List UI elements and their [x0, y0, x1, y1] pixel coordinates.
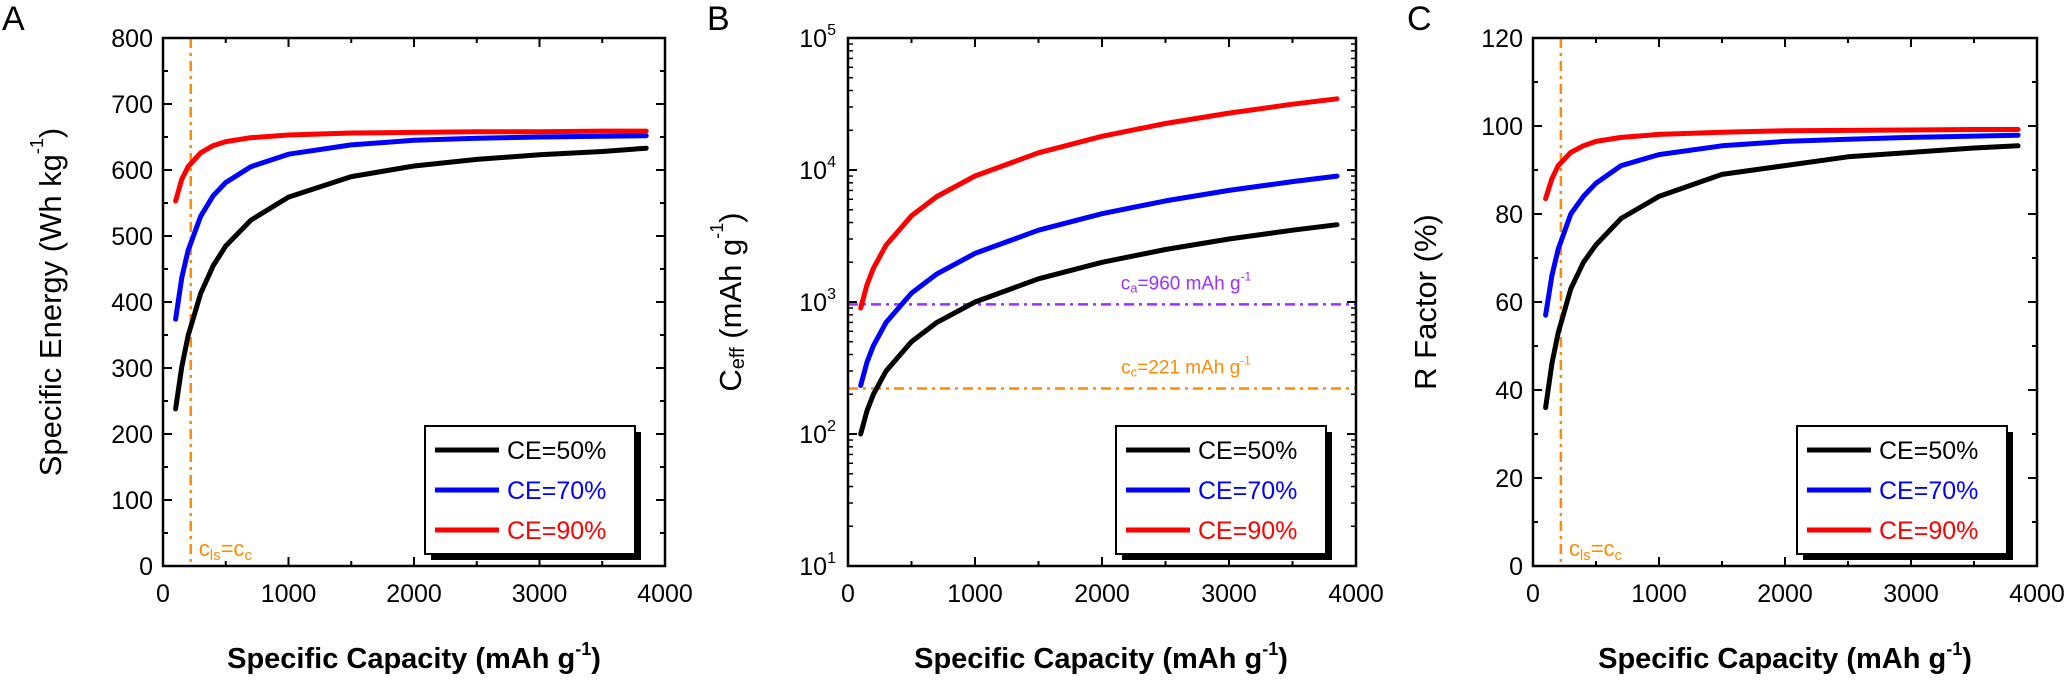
y-tick-label: 100: [1481, 113, 1523, 141]
x-tick-label: 0: [156, 580, 170, 608]
y-tick-label: 20: [1495, 465, 1523, 493]
reference-vline-label: cls=cc: [1569, 536, 1623, 564]
y-tick-label: 700: [111, 91, 153, 119]
legend-label: CE=50%: [507, 437, 606, 465]
y-tick-label: 102: [799, 418, 836, 449]
x-tick-label: 1000: [947, 580, 1003, 608]
series-line-3: [173, 128, 649, 204]
chart-panel-c: C 0 1000 2000 3000 4000 0 20 40 60 80 100 120 Specifi…: [1407, 0, 2065, 675]
legend-label: CE=90%: [1198, 517, 1297, 545]
y-tick-label: 500: [111, 223, 153, 251]
series-line-2: [1543, 132, 2021, 318]
legend-label: CE=70%: [1198, 477, 1297, 505]
x-tick-label: 4000: [637, 580, 693, 608]
panel-letter: B: [707, 0, 730, 38]
y-tick-label: 100: [111, 487, 153, 515]
y-tick-label: 40: [1495, 377, 1523, 405]
y-tick-label: 60: [1495, 289, 1523, 317]
y-tick-label: 105: [799, 22, 836, 53]
series-line-1: [858, 222, 1340, 437]
series-line-1: [173, 145, 649, 412]
y-tick-label: 800: [111, 25, 153, 53]
y-axis-title: R Factor (%): [1408, 214, 1443, 390]
y-tick-label: 400: [111, 289, 153, 317]
y-tick-label: 300: [111, 355, 153, 383]
chart-panel-a: A 0 1000 2000 3000 4000 0 100 200 300 400 500 600 700…: [2, 0, 693, 675]
y-axis-title: Ceff (mAh g-1): [707, 212, 749, 391]
chart-panel-b: B 0 1000 2000 3000 4000 101 102 103 104 105 Specifi…: [707, 0, 1384, 675]
legend-label: CE=70%: [1879, 477, 1978, 505]
panel-letter: C: [1407, 0, 1432, 38]
x-tick-label: 3000: [1201, 580, 1257, 608]
plot-frame: [846, 36, 1358, 568]
reference-hline-label: cc=221 mAh g-1: [1121, 354, 1251, 380]
legend-label: CE=90%: [507, 517, 606, 545]
x-tick-label: 3000: [1883, 580, 1939, 608]
series-line-1: [1543, 143, 2021, 411]
series-line-2: [858, 173, 1340, 388]
x-tick-label: 4000: [1328, 580, 1384, 608]
y-axis-title: Specific Energy (Wh kg-1): [27, 128, 68, 477]
plot-frame: [1531, 36, 2039, 568]
x-tick-label: 3000: [512, 580, 568, 608]
series-line-2: [173, 133, 649, 322]
y-tick-label: 104: [799, 154, 836, 185]
x-tick-label: 0: [1526, 580, 1540, 608]
x-tick-label: 1000: [1631, 580, 1687, 608]
reference-vline-label: cls=cc: [199, 536, 253, 564]
y-tick-label: 101: [799, 550, 836, 581]
x-axis-title: Specific Capacity (mAh g-1): [227, 639, 601, 675]
x-axis-title: Specific Capacity (mAh g-1): [914, 639, 1288, 675]
x-tick-label: 4000: [2009, 580, 2065, 608]
plot-frame: [161, 36, 667, 568]
legend-label: CE=70%: [507, 477, 606, 505]
y-tick-label: 200: [111, 421, 153, 449]
y-tick-label: 0: [139, 553, 153, 581]
y-tick-label: 80: [1495, 201, 1523, 229]
x-axis-title: Specific Capacity (mAh g-1): [1598, 639, 1972, 675]
x-tick-label: 1000: [261, 580, 317, 608]
y-tick-label: 120: [1481, 25, 1523, 53]
panel-letter: A: [2, 0, 25, 38]
series-line-3: [1543, 127, 2021, 202]
legend-label: CE=90%: [1879, 517, 1978, 545]
x-tick-label: 2000: [1757, 580, 1813, 608]
legend-label: CE=50%: [1879, 437, 1978, 465]
legend-label: CE=50%: [1198, 437, 1297, 465]
y-tick-label: 600: [111, 157, 153, 185]
y-tick-label: 0: [1509, 553, 1523, 581]
x-tick-label: 2000: [386, 580, 442, 608]
y-tick-label: 103: [799, 286, 836, 317]
x-tick-label: 0: [841, 580, 855, 608]
x-tick-label: 2000: [1074, 580, 1130, 608]
reference-hline-label: ca=960 mAh g-1: [1121, 269, 1252, 295]
